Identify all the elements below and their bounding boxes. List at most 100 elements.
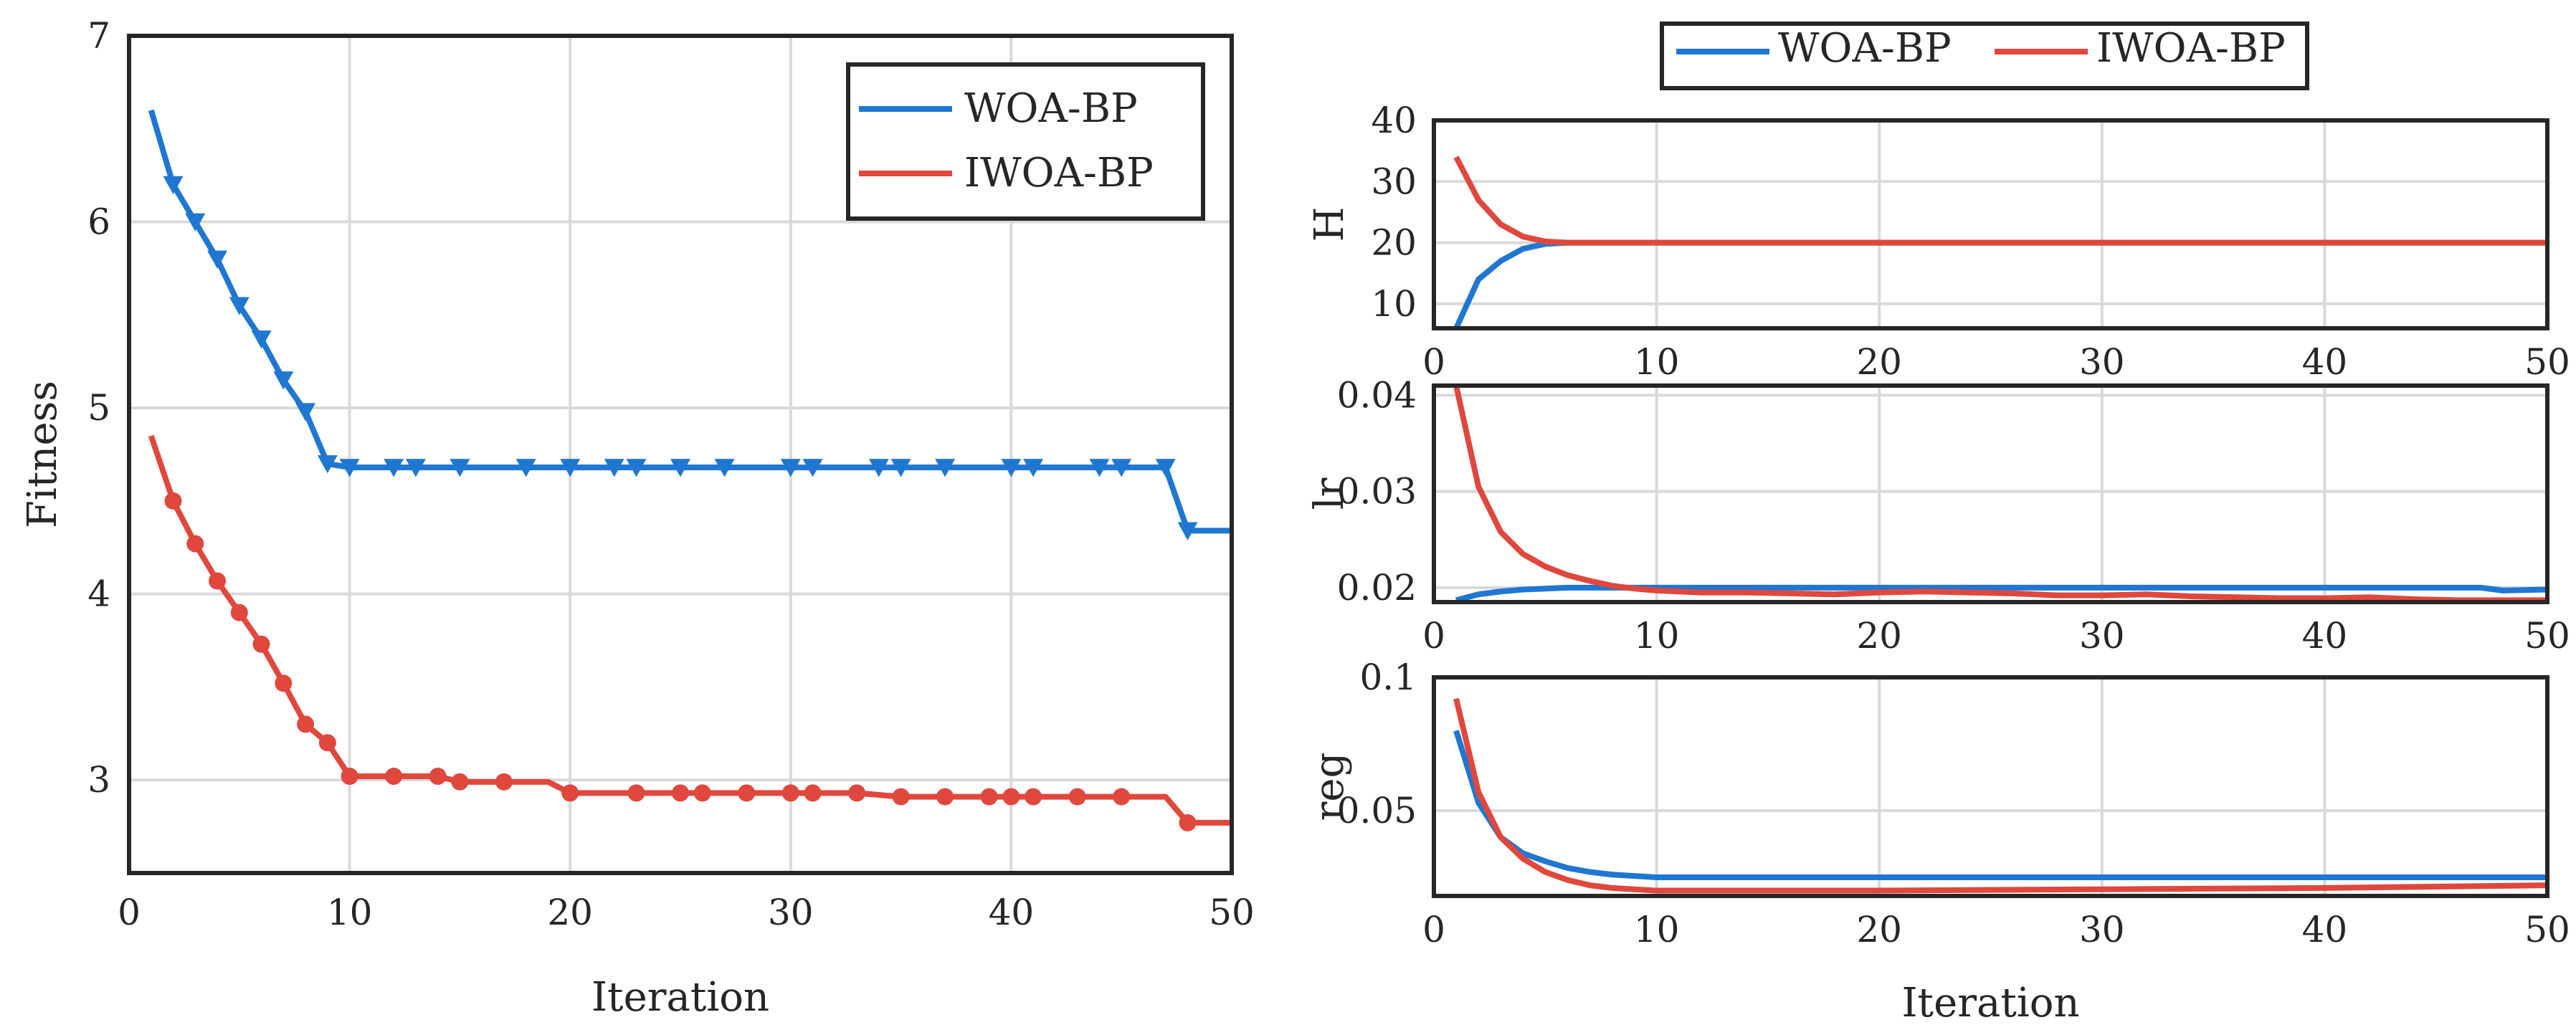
lr-x-tick-label: 20 <box>1856 615 1902 657</box>
fitness-x-tick-label: 40 <box>989 892 1035 933</box>
fitness-woa-marker <box>1023 459 1044 477</box>
reg-series <box>1453 697 2547 894</box>
fitness-x-tick-label: 20 <box>547 892 593 933</box>
fitness-woa-marker <box>604 459 624 477</box>
fitness-legend-box <box>846 62 1205 221</box>
reg-ticks: 0 10 20 30 40 50 0.05 0.1 <box>1337 657 2570 950</box>
fitness-woa-marker <box>229 297 249 315</box>
fitness-iwoa-marker <box>561 784 579 802</box>
lr-x-tick-label: 50 <box>2524 615 2570 657</box>
fitness-ticks: 0 10 20 30 40 50 3 4 5 6 7 <box>87 15 1255 933</box>
fitness-iwoa-marker <box>1068 788 1086 806</box>
fitness-iwoa-marker <box>209 572 227 590</box>
fitness-woa-marker <box>251 330 272 349</box>
lr-y-tick-label: 0.02 <box>1337 567 1417 609</box>
fitness-iwoa-marker <box>451 773 469 791</box>
lr-x-tick-label: 10 <box>1634 615 1680 657</box>
lr-y-tick-label: 0.04 <box>1337 374 1417 416</box>
fitness-iwoa-marker <box>252 635 270 653</box>
fitness-woa-marker <box>802 459 823 477</box>
reg-chart: 0 10 20 30 40 50 0.05 0.1 Iteration reg <box>1306 657 2570 1026</box>
fitness-iwoa-marker <box>164 492 182 510</box>
fitness-iwoa-marker <box>1002 788 1020 806</box>
top-legend-woa-label: WOA-BP <box>1778 25 1952 72</box>
fitness-axes-frame <box>127 34 1234 875</box>
fitness-iwoa-marker <box>738 784 756 802</box>
fitness-legend-iwoa-label: IWOA-BP <box>964 150 1154 196</box>
fitness-woa-marker <box>670 459 690 477</box>
reg-grid <box>1434 677 2547 896</box>
fitness-woa-marker <box>1155 459 1176 477</box>
h-series <box>1453 156 2547 328</box>
fitness-woa-marker <box>384 459 404 477</box>
h-x-tick-label: 20 <box>1856 341 1902 383</box>
fitness-woa-marker <box>1089 459 1110 477</box>
lr-x-tick-label: 30 <box>2079 615 2125 657</box>
fitness-woa-marker <box>560 459 581 477</box>
fitness-iwoa-marker <box>980 788 998 806</box>
fitness-x-tick-label: 0 <box>118 892 141 933</box>
fitness-iwoa-marker <box>495 773 513 791</box>
reg-x-tick-label: 30 <box>2079 909 2125 950</box>
fitness-iwoa-marker <box>230 604 248 621</box>
fitness-woa-marker <box>207 250 228 269</box>
fitness-woa-marker <box>339 459 360 477</box>
h-y-tick-label: 20 <box>1371 222 1417 264</box>
fitness-y-tick-label: 6 <box>87 201 110 243</box>
reg-series-woa-line <box>1453 730 2547 880</box>
fitness-woa-marker <box>515 459 536 477</box>
fitness-y-tick-label: 4 <box>87 573 110 615</box>
fitness-iwoa-marker <box>627 784 645 802</box>
reg-x-tick-label: 10 <box>1634 909 1680 950</box>
fitness-woa-marker <box>273 371 294 390</box>
fitness-woa-marker <box>868 459 889 477</box>
fitness-woa-marker <box>780 459 801 477</box>
reg-x-tick-label: 20 <box>1856 909 1902 950</box>
fitness-iwoa-marker <box>385 768 403 786</box>
fitness-y-tick-label: 3 <box>87 759 110 801</box>
fitness-iwoa-marker <box>1179 814 1197 831</box>
fitness-x-tick-label: 10 <box>327 892 373 933</box>
fitness-legend-woa-label: WOA-BP <box>964 85 1138 132</box>
fitness-series-iwoa-line <box>148 434 1232 826</box>
reg-x-axis-label: Iteration <box>1901 980 2079 1026</box>
h-x-tick-label: 30 <box>2079 341 2125 383</box>
fitness-woa-marker <box>1001 459 1022 477</box>
top-legend: WOA-BP IWOA-BP <box>1660 22 2309 90</box>
reg-y-tick-label: 0.1 <box>1359 657 1417 698</box>
fitness-woa-marker <box>185 213 206 232</box>
h-y-axis-label: H <box>1306 207 1353 242</box>
fitness-iwoa-marker <box>693 784 711 802</box>
reg-series-iwoa-line <box>1453 697 2547 894</box>
fitness-woa-marker <box>163 176 184 194</box>
fitness-woa-marker <box>714 459 735 477</box>
fitness-iwoa-marker <box>297 715 315 733</box>
fitness-iwoa-marker <box>936 788 954 806</box>
fitness-woa-marker <box>626 459 647 477</box>
h-series-woa-line <box>1453 239 2547 328</box>
lr-ticks: 0 10 20 30 40 50 0.02 0.03 0.04 <box>1337 374 2570 657</box>
fitness-y-tick-label: 5 <box>87 387 110 429</box>
h-axes-frame <box>1432 118 2549 330</box>
fitness-x-tick-label: 30 <box>768 892 814 933</box>
reg-x-tick-label: 40 <box>2302 909 2348 950</box>
h-grid <box>1434 120 2547 328</box>
fitness-iwoa-marker <box>429 768 447 786</box>
h-x-tick-label: 0 <box>1422 341 1445 383</box>
lr-grid <box>1434 386 2547 602</box>
fitness-iwoa-marker <box>1113 788 1131 806</box>
lr-series-iwoa-line <box>1453 386 2547 602</box>
fitness-series <box>148 109 1232 831</box>
lr-chart: 0 10 20 30 40 50 0.02 0.03 0.04 lr <box>1306 374 2570 657</box>
fitness-chart: 0 10 20 30 40 50 3 4 5 6 7 Iteration Fitness WOA-B… <box>19 15 1255 1021</box>
fitness-woa-marker <box>317 455 338 474</box>
reg-x-tick-label: 0 <box>1422 909 1445 950</box>
fitness-iwoa-marker <box>186 535 204 553</box>
h-y-tick-label: 40 <box>1371 100 1417 141</box>
h-y-tick-label: 30 <box>1371 161 1417 202</box>
fitness-woa-marker <box>1111 459 1132 477</box>
fitness-x-tick-label: 50 <box>1209 892 1255 933</box>
h-x-tick-label: 10 <box>1634 341 1680 383</box>
